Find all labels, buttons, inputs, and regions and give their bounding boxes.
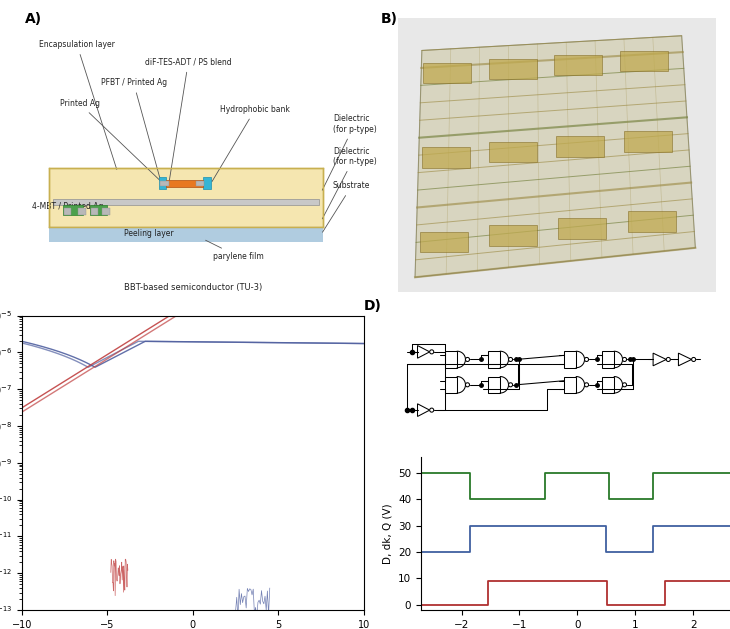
Text: A): A) (26, 12, 42, 26)
Circle shape (509, 357, 512, 362)
Polygon shape (564, 377, 576, 393)
Polygon shape (564, 351, 576, 368)
Polygon shape (488, 351, 500, 368)
Text: D): D) (364, 299, 382, 313)
Circle shape (585, 357, 588, 362)
Text: Peeling layer: Peeling layer (124, 228, 174, 238)
Text: Hydrophobic bank: Hydrophobic bank (212, 105, 290, 182)
Text: PFBT / Printed Ag: PFBT / Printed Ag (101, 79, 166, 183)
Bar (558, 218, 607, 238)
Bar (620, 50, 668, 71)
Text: diF-TES-ADT / PS blend: diF-TES-ADT / PS blend (145, 58, 231, 181)
Polygon shape (418, 345, 430, 358)
Bar (161, 181, 169, 186)
Bar (556, 136, 604, 157)
Polygon shape (678, 353, 691, 366)
Bar (489, 225, 537, 245)
Bar (91, 205, 107, 215)
Bar (53, 199, 319, 205)
Polygon shape (418, 404, 430, 416)
Polygon shape (488, 377, 500, 393)
Bar (63, 205, 83, 215)
Text: BBT-based semiconductor (TU-3): BBT-based semiconductor (TU-3) (123, 283, 262, 292)
Bar (624, 131, 672, 152)
Circle shape (430, 408, 434, 412)
Circle shape (466, 383, 469, 387)
Bar (489, 142, 537, 162)
Polygon shape (653, 353, 666, 366)
Polygon shape (457, 377, 466, 393)
Circle shape (585, 383, 588, 387)
Text: Dielectric
(for n-type): Dielectric (for n-type) (323, 147, 377, 219)
Circle shape (623, 357, 626, 362)
Bar (554, 55, 602, 75)
Bar (420, 231, 468, 252)
Text: B): B) (381, 12, 398, 26)
Polygon shape (445, 351, 457, 368)
Bar (49, 227, 323, 242)
Polygon shape (602, 377, 614, 393)
Bar (64, 208, 71, 215)
Polygon shape (614, 377, 623, 393)
Text: Encapsulation layer: Encapsulation layer (39, 40, 117, 169)
Polygon shape (576, 351, 585, 368)
Bar (78, 208, 86, 215)
Circle shape (691, 357, 696, 362)
Bar (489, 58, 537, 79)
Y-axis label: D, dk, Q (V): D, dk, Q (V) (383, 503, 393, 564)
Polygon shape (614, 351, 623, 368)
Polygon shape (576, 377, 585, 393)
Bar (196, 181, 204, 186)
Bar (422, 147, 469, 168)
Bar (628, 211, 676, 232)
Polygon shape (445, 377, 457, 393)
Circle shape (466, 357, 469, 362)
Text: Dielectric
(for p-type): Dielectric (for p-type) (322, 114, 377, 190)
Polygon shape (457, 351, 466, 368)
Bar (203, 177, 210, 189)
Polygon shape (415, 36, 696, 277)
Circle shape (509, 383, 512, 387)
Circle shape (666, 357, 670, 362)
Bar (91, 208, 99, 215)
Polygon shape (602, 351, 614, 368)
Text: 4-MBT / Printed Ag: 4-MBT / Printed Ag (32, 202, 104, 211)
Text: Substrate: Substrate (323, 182, 370, 232)
Circle shape (623, 383, 626, 387)
Bar (166, 180, 203, 187)
Text: Printed Ag: Printed Ag (60, 99, 160, 181)
Bar (158, 177, 166, 189)
Bar (423, 63, 472, 83)
Polygon shape (500, 351, 509, 368)
Circle shape (430, 350, 434, 354)
Text: parylene film: parylene film (206, 240, 264, 261)
Polygon shape (500, 377, 509, 393)
Bar (49, 168, 323, 227)
Bar (102, 208, 109, 215)
